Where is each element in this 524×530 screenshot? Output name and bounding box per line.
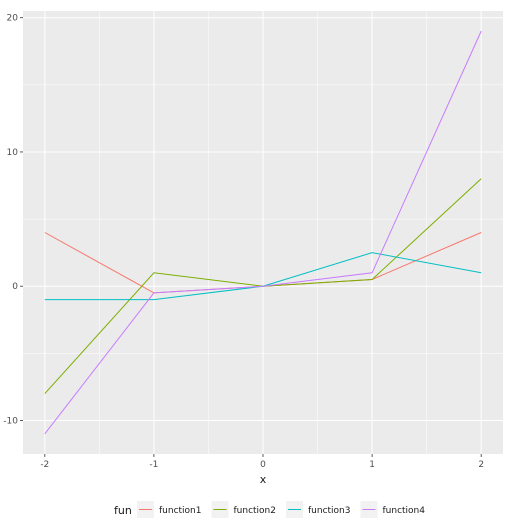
legend-key-function1 bbox=[137, 501, 154, 518]
y-tick-label: -10 bbox=[3, 416, 18, 426]
legend-label: function4 bbox=[383, 506, 426, 516]
y-tick-label: 10 bbox=[7, 148, 19, 158]
y-axis: -10 0 10 20 bbox=[3, 14, 23, 426]
series-line-function4 bbox=[44, 30, 482, 435]
x-tick-label: 2 bbox=[478, 460, 484, 470]
x-tick-label: 0 bbox=[260, 460, 266, 470]
legend-label: function2 bbox=[234, 506, 277, 516]
x-axis: -2 -1 0 1 2 bbox=[40, 454, 484, 470]
y-tick-label: 0 bbox=[12, 282, 18, 292]
legend-label: function1 bbox=[159, 506, 202, 516]
series-lines bbox=[44, 30, 482, 435]
legend-key-function2 bbox=[211, 501, 229, 518]
y-tick-label: 20 bbox=[7, 14, 19, 24]
legend-key-function3 bbox=[286, 501, 303, 518]
x-tick-label: 1 bbox=[369, 460, 375, 470]
legend: fun function1 function2 function3 function4 bbox=[114, 501, 425, 518]
x-tick-label: -2 bbox=[40, 460, 49, 470]
legend-key-function4 bbox=[360, 501, 378, 518]
legend-label: function3 bbox=[308, 506, 351, 516]
legend-title: fun bbox=[114, 504, 132, 517]
x-tick-label: -1 bbox=[149, 460, 158, 470]
x-axis-title: x bbox=[260, 473, 267, 486]
